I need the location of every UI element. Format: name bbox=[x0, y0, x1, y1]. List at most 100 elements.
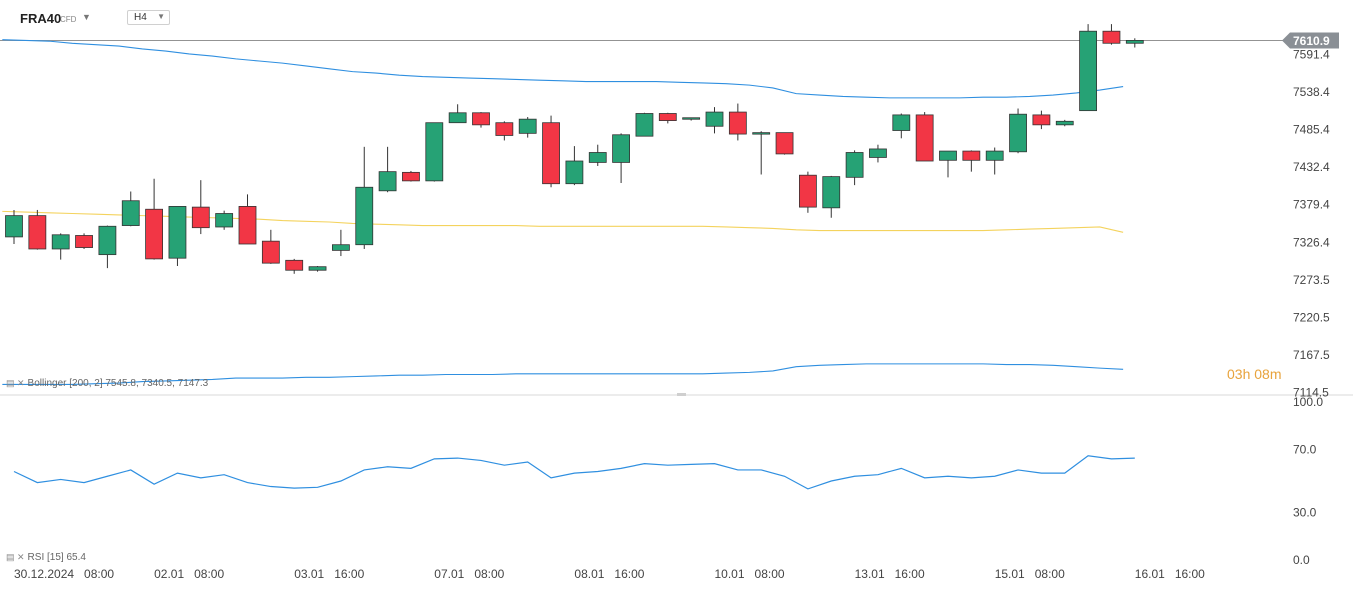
candle[interactable] bbox=[1125, 38, 1144, 48]
candle[interactable] bbox=[915, 112, 934, 162]
candle[interactable] bbox=[728, 103, 747, 141]
candle[interactable] bbox=[869, 144, 887, 163]
candle[interactable] bbox=[448, 104, 467, 124]
candle-body-up bbox=[985, 150, 1004, 161]
candle-body-up bbox=[845, 152, 864, 178]
candle[interactable] bbox=[518, 117, 537, 138]
candle[interactable] bbox=[1009, 108, 1027, 154]
candle[interactable] bbox=[378, 146, 397, 193]
symbol-dropdown-icon[interactable]: ▼ bbox=[82, 12, 91, 22]
candle[interactable] bbox=[682, 117, 701, 121]
x-tick-label: 10.01 08:00 bbox=[715, 567, 785, 581]
candle[interactable] bbox=[962, 150, 981, 172]
candle[interactable] bbox=[75, 233, 93, 249]
candle[interactable] bbox=[565, 146, 584, 186]
candle[interactable] bbox=[985, 147, 1004, 175]
candle[interactable] bbox=[472, 112, 490, 128]
candle[interactable] bbox=[308, 265, 327, 272]
candle[interactable] bbox=[5, 209, 23, 244]
candle-body-up bbox=[588, 152, 607, 163]
price-tag-shape bbox=[1282, 32, 1339, 49]
candle-body-down bbox=[261, 240, 280, 264]
candle-countdown: 03h 08m bbox=[1227, 366, 1282, 382]
candle-body-down bbox=[775, 132, 794, 155]
candle-body-down bbox=[728, 111, 747, 135]
candle[interactable] bbox=[892, 113, 911, 139]
candle[interactable] bbox=[285, 258, 304, 274]
candle-body-down bbox=[658, 113, 677, 121]
candle[interactable] bbox=[425, 122, 444, 182]
candle[interactable] bbox=[705, 107, 724, 134]
symbol-name[interactable]: FRA40 bbox=[20, 11, 62, 26]
x-tick-label: 03.01 16:00 bbox=[294, 567, 364, 581]
candle-body-up bbox=[1055, 120, 1074, 126]
y-tick-label: 7432.4 bbox=[1293, 160, 1330, 174]
candle[interactable] bbox=[238, 194, 257, 245]
indicator-settings-icon[interactable]: ▤ ✕ bbox=[6, 552, 25, 562]
candle[interactable] bbox=[168, 206, 187, 266]
candle-body-up bbox=[425, 122, 444, 182]
timeframe-label: H4 bbox=[134, 12, 147, 23]
candle[interactable] bbox=[939, 150, 957, 178]
candle-body-up bbox=[51, 234, 70, 250]
candle[interactable] bbox=[121, 191, 140, 227]
chevron-down-icon: ▼ bbox=[157, 12, 165, 21]
y-tick-label: 7220.5 bbox=[1293, 310, 1330, 324]
candle-body-up bbox=[355, 186, 374, 246]
timeframe-select[interactable]: H4 ▼ bbox=[127, 10, 170, 25]
countdown-hours: 03 bbox=[1227, 366, 1243, 382]
y-tick-label: 7485.4 bbox=[1293, 123, 1330, 137]
candle[interactable] bbox=[658, 112, 677, 124]
candle-body-up bbox=[892, 114, 911, 131]
candle-body-up bbox=[215, 213, 234, 228]
candle[interactable] bbox=[261, 229, 280, 264]
candle-body-down bbox=[799, 174, 817, 208]
x-tick-label: 02.01 08:00 bbox=[154, 567, 224, 581]
bollinger-lower-line bbox=[2, 363, 1124, 385]
candle[interactable] bbox=[1079, 24, 1097, 112]
candle[interactable] bbox=[775, 132, 794, 155]
bollinger-bands bbox=[2, 39, 1124, 385]
indicator-settings-icon[interactable]: ▤ ✕ bbox=[6, 378, 25, 388]
candle[interactable] bbox=[98, 225, 117, 269]
candle-body-down bbox=[915, 114, 934, 162]
candle-body-down bbox=[472, 112, 490, 126]
candle[interactable] bbox=[51, 233, 70, 260]
candle[interactable] bbox=[612, 133, 630, 183]
candle[interactable] bbox=[799, 171, 817, 213]
candle[interactable] bbox=[635, 112, 654, 137]
candle-body-down bbox=[285, 259, 304, 271]
bollinger-legend[interactable]: ▤ ✕ Bollinger [200, 2] 7545.8, 7340.5, 71… bbox=[6, 378, 208, 389]
rsi-legend[interactable]: ▤ ✕ RSI [15] 65.4 bbox=[6, 552, 86, 563]
candle-body-down bbox=[238, 206, 257, 245]
candle[interactable] bbox=[331, 229, 350, 257]
rsi-panel[interactable] bbox=[13, 455, 1135, 490]
candle-body-up bbox=[1009, 113, 1027, 153]
candle[interactable] bbox=[588, 144, 607, 166]
candle[interactable] bbox=[402, 170, 420, 182]
candle[interactable] bbox=[191, 180, 210, 235]
y-tick-label: 7379.4 bbox=[1293, 198, 1330, 212]
candle[interactable] bbox=[1032, 110, 1051, 130]
candle[interactable] bbox=[752, 131, 771, 175]
candle-body-up bbox=[822, 176, 841, 209]
candlesticks[interactable] bbox=[5, 24, 1144, 274]
last-price-label: 7610.9 bbox=[1293, 34, 1330, 48]
candle[interactable] bbox=[145, 178, 164, 260]
candle[interactable] bbox=[1055, 119, 1074, 127]
candle[interactable] bbox=[215, 210, 234, 230]
candle[interactable] bbox=[542, 115, 560, 188]
candle-body-up bbox=[121, 200, 140, 226]
candle[interactable] bbox=[1102, 24, 1121, 45]
candle[interactable] bbox=[845, 150, 864, 186]
countdown-minute-unit: m bbox=[1269, 366, 1282, 382]
candle-body-up bbox=[1125, 40, 1144, 44]
candle[interactable] bbox=[822, 175, 841, 218]
candle[interactable] bbox=[28, 209, 47, 250]
y-tick-label: 7273.5 bbox=[1293, 273, 1330, 287]
rsi-legend-text: RSI [15] 65.4 bbox=[27, 552, 86, 563]
candle[interactable] bbox=[355, 146, 374, 249]
candle[interactable] bbox=[495, 121, 514, 141]
price-tag: 7610.9 bbox=[1282, 32, 1339, 49]
